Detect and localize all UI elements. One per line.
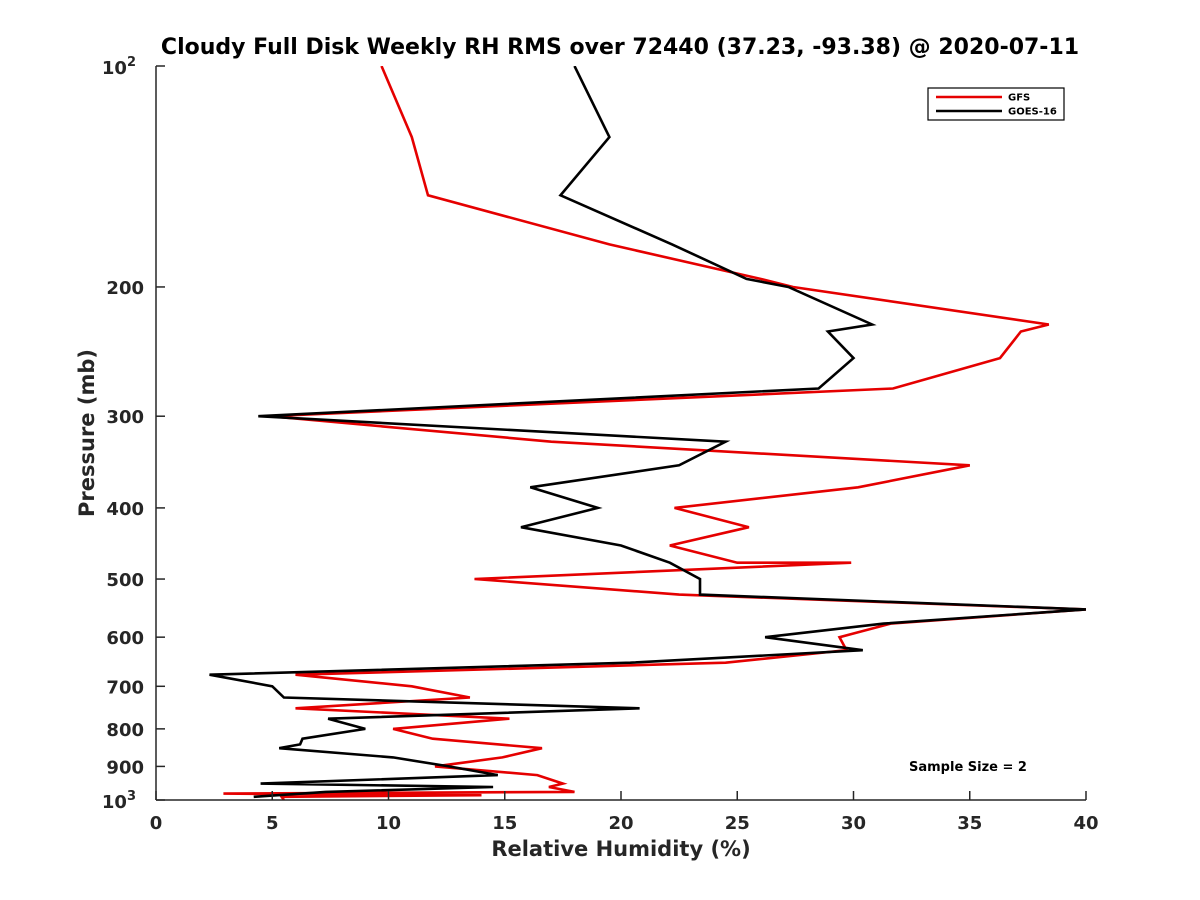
x-tick-label-35: 35 [957,813,982,834]
y-tick-label-base: 10 [102,792,127,813]
legend-box [927,87,1065,121]
x-tick-label-5: 5 [266,813,279,834]
y-tick-label-300: 300 [106,407,144,428]
x-tick-label-0: 0 [150,813,163,834]
y-tick-label-400: 400 [106,499,144,520]
x-axis-label: Relative Humidity (%) [491,837,750,861]
x-tick-label-30: 30 [841,813,866,834]
legend: GFS GOES-16 [927,87,1065,121]
y-tick-label-500: 500 [106,570,144,591]
series-line-goes-16 [209,66,1086,799]
series-layer [209,66,1086,800]
y-tick-label-600: 600 [106,628,144,649]
legend-label-goes-16: GOES-16 [1008,107,1057,118]
y-tick-label-1000: 103 [102,789,136,813]
y-tick-label-exponent: 3 [127,789,136,804]
y-axis-label: Pressure (mb) [75,349,99,517]
y-tick-label-exponent: 2 [127,55,136,70]
y-tick-label-800: 800 [106,720,144,741]
x-tick-label-25: 25 [725,813,750,834]
y-tick-label-200: 200 [106,278,144,299]
sample-size-annotation: Sample Size = 2 [909,760,1027,775]
axes-layer: 0 5 10 15 20 25 30 35 40102200300400500600700800… [102,55,1099,834]
x-tick-label-15: 15 [492,813,517,834]
y-tick-label-100: 102 [102,55,136,79]
x-tick-label-20: 20 [608,813,633,834]
x-tick-label-40: 40 [1073,813,1098,834]
legend-label-gfs: GFS [1008,93,1030,104]
y-tick-label-700: 700 [106,677,144,698]
x-tick-label-10: 10 [376,813,401,834]
chart-title: Cloudy Full Disk Weekly RH RMS over 7244… [161,35,1079,60]
plot-area [156,66,1086,800]
y-tick-label-900: 900 [106,757,144,778]
y-tick-label-base: 10 [102,58,127,79]
